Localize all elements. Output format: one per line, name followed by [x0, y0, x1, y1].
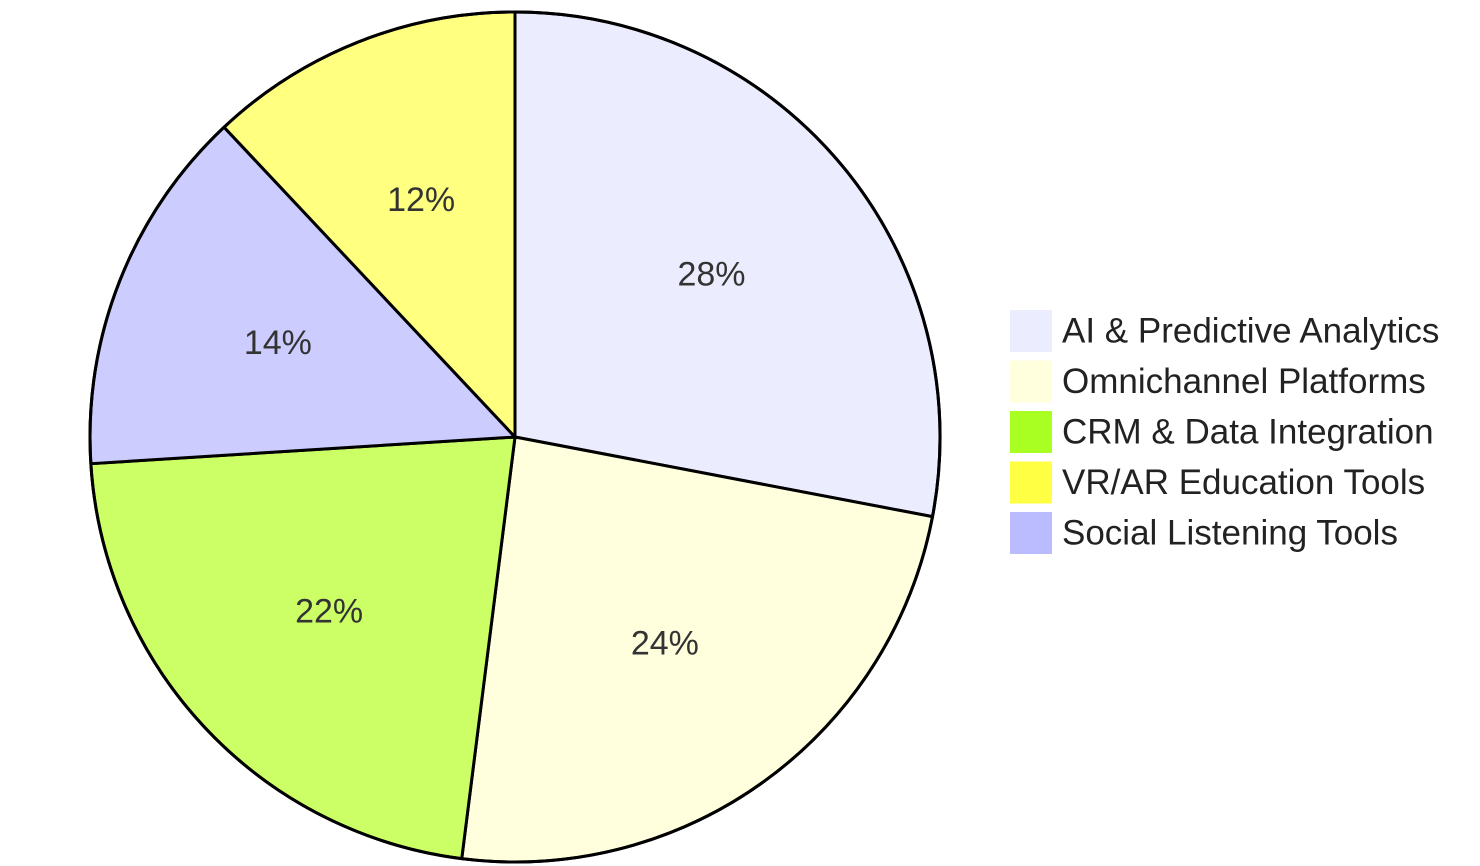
- chart-legend: AI & Predictive Analytics Omnichannel Pla…: [1010, 310, 1439, 554]
- pie-outline: [88, 10, 942, 864]
- legend-label-ai-predictive-analytics: AI & Predictive Analytics: [1062, 312, 1439, 351]
- legend-label-vr-ar-education-tools: VR/AR Education Tools: [1062, 463, 1425, 502]
- legend-swatch-ai-predictive-analytics: [1010, 310, 1052, 352]
- slice-label-vr-ar-education-tools: 12%: [387, 181, 455, 219]
- slice-label-ai-predictive-analytics: 28%: [677, 256, 745, 294]
- legend-swatch-omnichannel-platforms: [1010, 360, 1052, 403]
- pie-slices: [88, 10, 942, 864]
- slice-label-crm-data-integration: 22%: [295, 593, 363, 631]
- slice-label-omnichannel-platforms: 24%: [631, 624, 699, 662]
- legend-label-omnichannel-platforms: Omnichannel Platforms: [1062, 362, 1426, 401]
- pie-slice-labels: 28% 24% 22% 14% 12%: [244, 181, 746, 662]
- pie-slice-crm-data-integration: [89, 435, 517, 861]
- legend-swatch-crm-data-integration: [1010, 411, 1052, 453]
- legend-label-crm-data-integration: CRM & Data Integration: [1062, 413, 1434, 452]
- slice-label-social-listening-tools: 14%: [244, 324, 312, 362]
- legend-label-social-listening-tools: Social Listening Tools: [1062, 514, 1398, 553]
- legend-swatch-social-listening-tools: [1010, 512, 1052, 554]
- legend-swatch-vr-ar-education-tools: [1010, 461, 1052, 504]
